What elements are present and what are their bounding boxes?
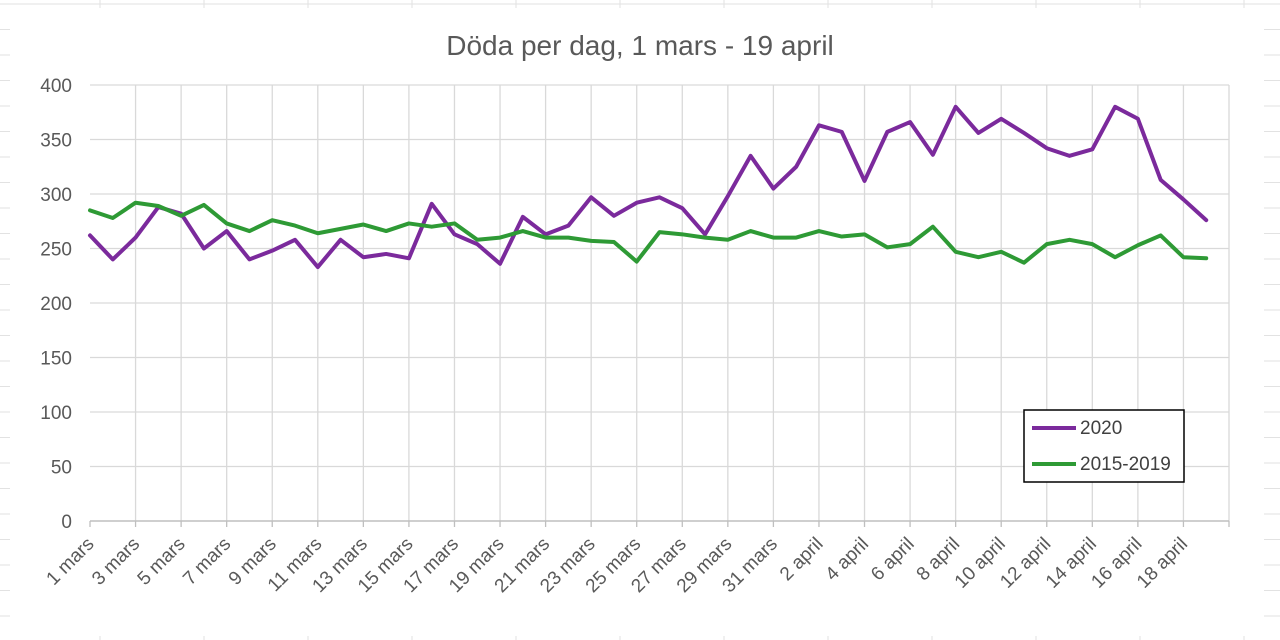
legend: 2020 2015-2019 [1023, 409, 1185, 483]
y-tick-label: 300 [40, 185, 72, 206]
axes [89, 520, 1230, 527]
y-tick-label: 200 [40, 294, 72, 315]
legend-label-2020: 2020 [1080, 418, 1122, 439]
y-tick-label: 400 [40, 76, 72, 97]
y-tick-label: 250 [40, 240, 72, 261]
y-tick-label: 100 [40, 403, 72, 424]
legend-box [1023, 409, 1185, 483]
chart-title: Döda per dag, 1 mars - 19 april [446, 30, 834, 61]
y-tick-label: 350 [40, 131, 72, 152]
series-lines [88, 104, 1209, 270]
legend-label-2015-2019: 2015-2019 [1080, 454, 1171, 475]
series-line-2020 [88, 104, 1209, 270]
series-line-2015-2019 [88, 200, 1209, 265]
y-tick-label: 0 [61, 512, 72, 533]
y-tick-label: 150 [40, 349, 72, 370]
y-axis-tick-labels: 0 50 100 150 200 250 300 350 400 [40, 76, 72, 533]
y-tick-label: 50 [51, 458, 72, 479]
